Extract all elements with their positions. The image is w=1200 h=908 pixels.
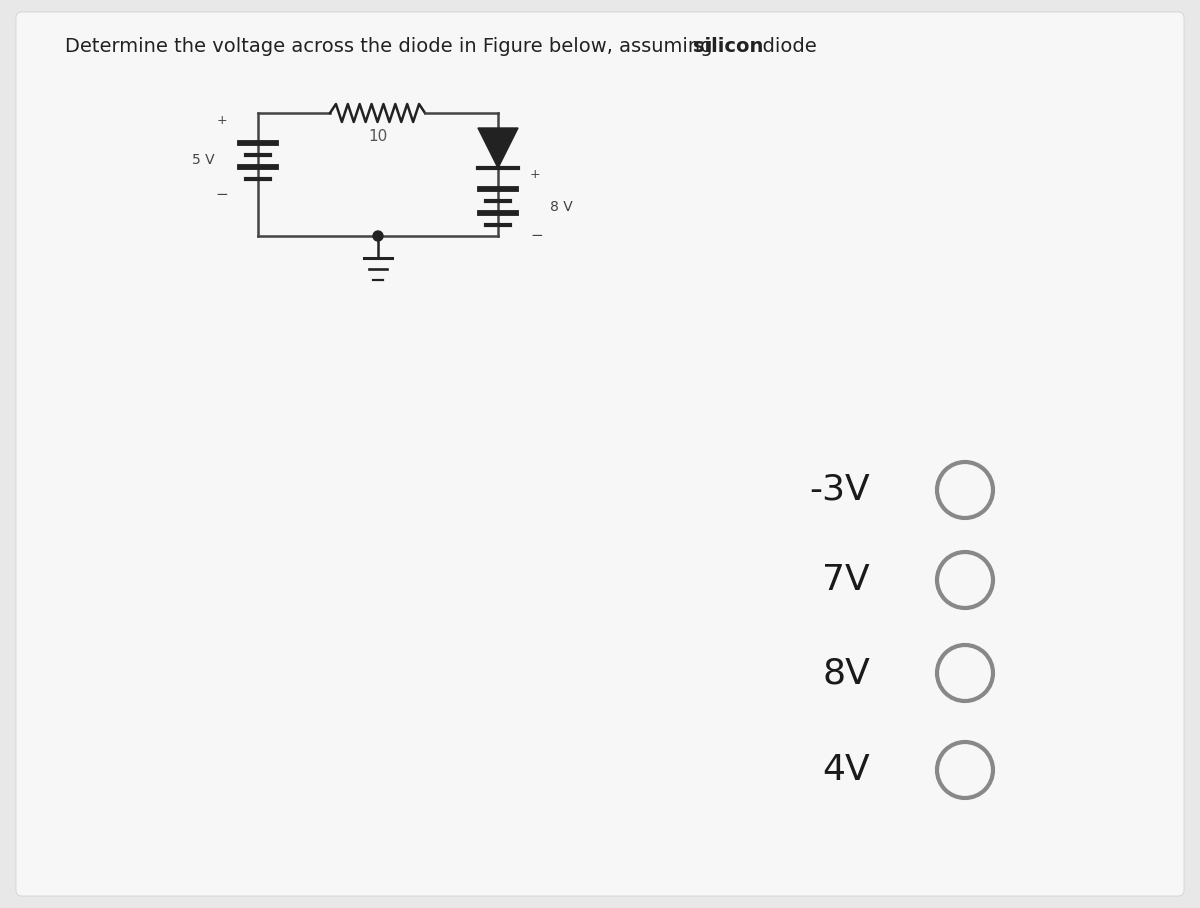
Text: Determine the voltage across the diode in Figure below, assuming: Determine the voltage across the diode i… bbox=[65, 36, 719, 55]
Text: 8 V: 8 V bbox=[550, 200, 572, 214]
Text: +: + bbox=[217, 114, 227, 127]
Polygon shape bbox=[478, 128, 518, 168]
Text: 10: 10 bbox=[368, 129, 388, 144]
Circle shape bbox=[373, 231, 383, 241]
Text: −: − bbox=[530, 228, 542, 242]
Text: 5 V: 5 V bbox=[192, 153, 215, 166]
Text: 8V: 8V bbox=[822, 656, 870, 690]
Text: 4V: 4V bbox=[822, 753, 870, 787]
Text: diode: diode bbox=[750, 36, 817, 55]
Text: 7V: 7V bbox=[822, 563, 870, 597]
FancyBboxPatch shape bbox=[16, 12, 1184, 896]
Text: -3V: -3V bbox=[809, 473, 870, 507]
Text: −: − bbox=[216, 187, 228, 202]
Text: +: + bbox=[530, 169, 541, 182]
Text: silicon: silicon bbox=[694, 36, 763, 55]
